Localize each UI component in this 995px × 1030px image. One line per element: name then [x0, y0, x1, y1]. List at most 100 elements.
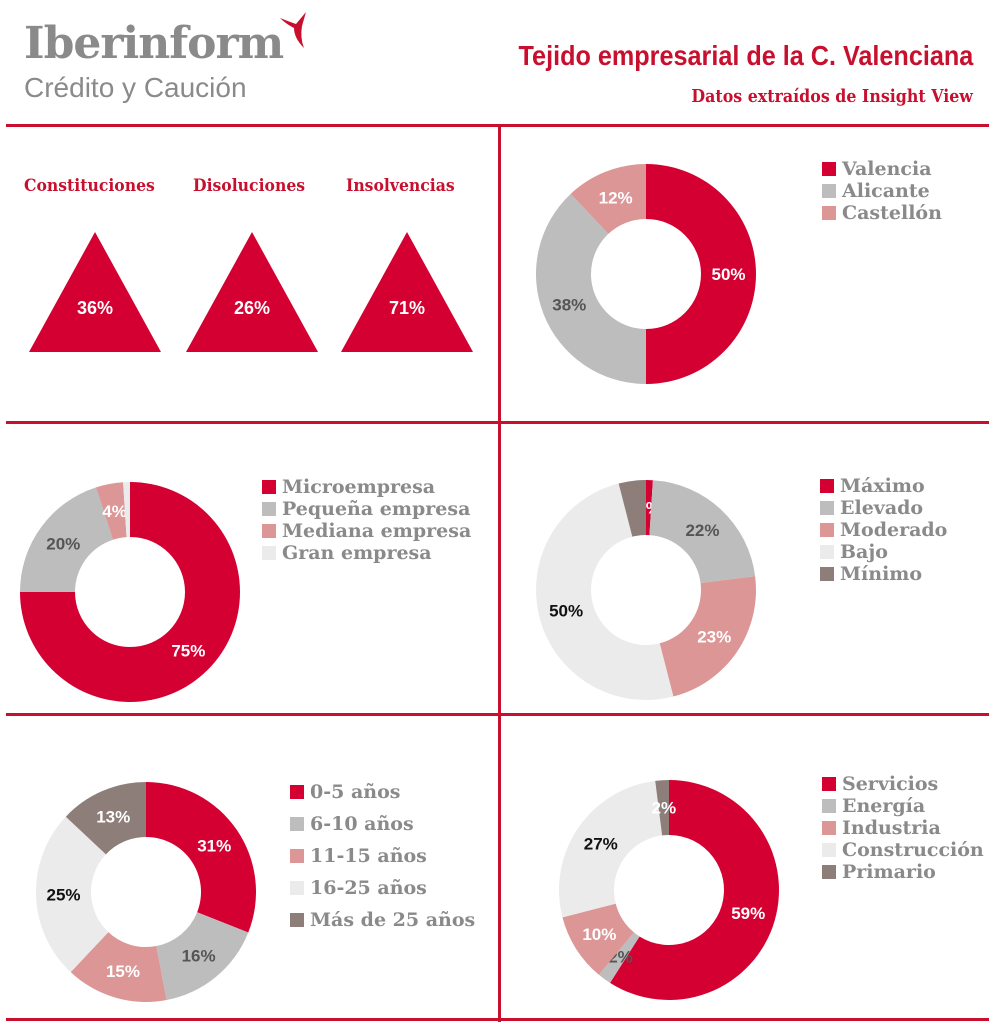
- legend-swatch: [822, 206, 836, 220]
- logo-name: Iberinform: [24, 18, 284, 69]
- legend-label: Máximo: [840, 475, 925, 497]
- donut-data-label: 31%: [197, 837, 231, 856]
- logo-mark-icon: [280, 12, 306, 48]
- legend-swatch: [290, 913, 304, 927]
- donut-data-label: 25%: [47, 886, 81, 905]
- legend-item: Más de 25 años: [290, 904, 475, 936]
- donut-slice-primario: [655, 780, 669, 836]
- legend-item: 0-5 años: [290, 776, 475, 808]
- legend-label: Microempresa: [282, 476, 436, 498]
- legend-label: Gran empresa: [282, 542, 432, 564]
- legend-label: 11-15 años: [310, 845, 427, 867]
- legend-item: Valencia: [822, 158, 942, 180]
- legend-item: 11-15 años: [290, 840, 475, 872]
- legend-item: Energía: [822, 795, 984, 817]
- legend-item: Moderado: [820, 519, 947, 541]
- indicator-label: Insolvencias: [346, 176, 455, 196]
- donut-slice-servicios: [610, 779, 779, 1001]
- legend-swatch: [290, 849, 304, 863]
- legend-item: Construcción: [822, 839, 984, 861]
- donut-slice-construcci-n: [559, 780, 663, 918]
- legend-item: Mínimo: [820, 563, 947, 585]
- donut-slice-castell-n: [570, 164, 646, 234]
- page-title: Tejido empresarial de la C. Valenciana: [518, 40, 973, 71]
- legend-item: Máximo: [820, 475, 947, 497]
- legend-label: Elevado: [840, 497, 924, 519]
- logo-tagline: Crédito y Caución: [24, 72, 247, 103]
- legend-item: Pequeña empresa: [262, 498, 471, 520]
- legend-swatch: [290, 817, 304, 831]
- legend-label: Pequeña empresa: [282, 498, 471, 520]
- divider: [6, 1018, 989, 1021]
- donut-slice-m-nimo: [618, 480, 646, 537]
- legend-item: Bajo: [820, 541, 947, 563]
- legend-label: Valencia: [842, 158, 932, 180]
- donut-slice-industria: [562, 903, 634, 975]
- legend-label: Más de 25 años: [310, 909, 476, 931]
- indicator-value: 36%: [76, 298, 114, 318]
- divider: [498, 126, 501, 1022]
- donut-slice-microempresa: [20, 482, 240, 702]
- legend-label: Bajo: [840, 541, 888, 563]
- donut-slice-bajo: [536, 483, 674, 700]
- legend-swatch: [822, 162, 836, 176]
- triangle-icon: [29, 232, 161, 352]
- legend-label: Energía: [842, 795, 926, 817]
- legend-label: Construcción: [842, 839, 984, 861]
- legend-label: Primario: [842, 861, 936, 883]
- donut-slice-alicante: [536, 193, 646, 384]
- donut-data-label: 4%: [102, 502, 127, 521]
- divider: [6, 421, 989, 424]
- donut-slice-valencia: [646, 164, 756, 384]
- indicator-value: 26%: [233, 298, 271, 318]
- donut-data-label: 75%: [171, 641, 205, 660]
- legend-swatch: [262, 546, 276, 560]
- donut-data-label: 23%: [697, 627, 731, 646]
- donut-slice-elevado: [649, 480, 756, 584]
- legend-swatch: [822, 821, 836, 835]
- donut-slice-0-5-a-os: [146, 782, 256, 933]
- legend-label: Mínimo: [840, 563, 923, 585]
- legend-swatch: [820, 567, 834, 581]
- legend-swatch: [820, 479, 834, 493]
- legend-label: Mediana empresa: [282, 520, 472, 542]
- legend-item: Servicios: [822, 773, 984, 795]
- legend-antiguedad: 0-5 años 6-10 años 11-15 años 16-25 años Más…: [290, 776, 475, 936]
- donut-data-label: 50%: [711, 265, 745, 284]
- legend-item: Gran empresa: [262, 542, 471, 564]
- legend-label: 0-5 años: [310, 781, 401, 803]
- legend-swatch: [822, 843, 836, 857]
- donut-slice-11-15-a-os: [70, 932, 167, 1002]
- donut-data-label: 27%: [584, 835, 618, 854]
- donut-slice-m-s-de-25-a-os: [65, 782, 146, 855]
- donut-slice-16-25-a-os: [36, 816, 109, 973]
- legend-sector: Servicios Energía Industria Construcción Pri…: [822, 773, 984, 883]
- divider: [6, 124, 989, 127]
- indicator-label: Disoluciones: [193, 176, 306, 196]
- legend-swatch: [290, 785, 304, 799]
- legend-swatch: [822, 184, 836, 198]
- legend-swatch: [822, 799, 836, 813]
- donut-slice-m-ximo: [646, 480, 653, 536]
- legend-label: Moderado: [840, 519, 948, 541]
- donut-slice-energ-a: [598, 932, 640, 983]
- divider: [6, 713, 989, 716]
- indicator-value: 71%: [388, 298, 426, 318]
- indicator-label: Constituciones: [24, 176, 155, 196]
- legend-item: Alicante: [822, 180, 942, 202]
- legend-label: Servicios: [842, 773, 939, 795]
- legend-swatch: [822, 777, 836, 791]
- donut-data-label: 15%: [106, 962, 140, 981]
- legend-label: Industria: [842, 817, 941, 839]
- page-subtitle: Datos extraídos de Insight View: [691, 86, 973, 107]
- legend-item: Industria: [822, 817, 984, 839]
- legend-swatch: [262, 502, 276, 516]
- donut-data-label: 13%: [96, 807, 130, 826]
- legend-item: Elevado: [820, 497, 947, 519]
- triangle-icon: [341, 232, 473, 352]
- legend-provincia: Valencia Alicante Castellón: [822, 158, 942, 224]
- donut-data-label: 50%: [549, 602, 583, 621]
- legend-swatch: [262, 524, 276, 538]
- donut-data-label: 16%: [182, 947, 216, 966]
